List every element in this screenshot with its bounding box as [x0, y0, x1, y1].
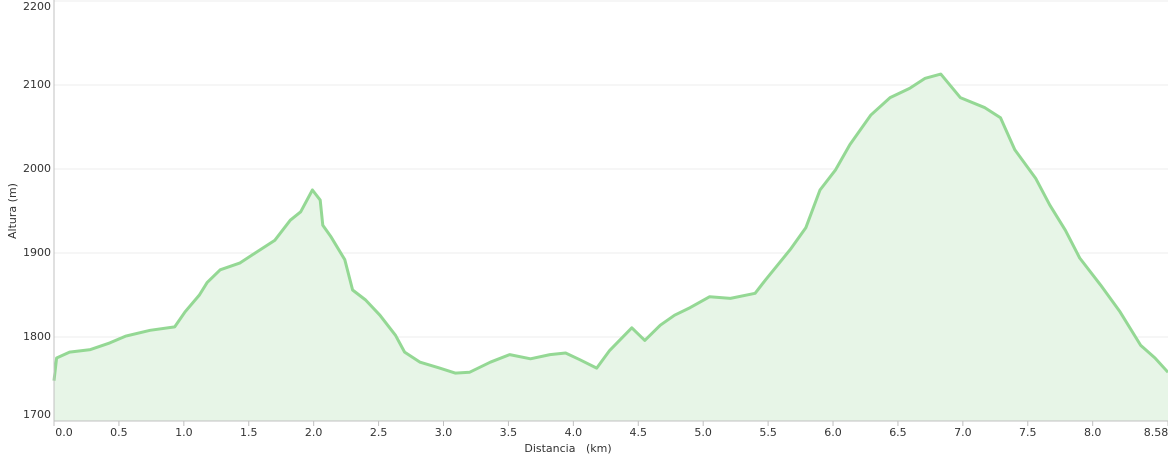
y-tick-label: 2100	[23, 78, 51, 91]
x-tick-label: 1.0	[175, 426, 193, 439]
x-tick-label: 4.5	[630, 426, 648, 439]
x-tick-label: 5.0	[694, 426, 712, 439]
y-tick-label: 1900	[23, 246, 51, 259]
y-tick-label: 1700	[23, 408, 51, 421]
x-tick-label: 5.5	[759, 426, 777, 439]
x-tick-label: 3.0	[435, 426, 453, 439]
area-fill	[54, 74, 1168, 421]
y-tick-label: 2000	[23, 162, 51, 175]
y-tick-label: 1800	[23, 330, 51, 343]
x-tick-label: 2.5	[370, 426, 388, 439]
x-tick-label: 1.5	[240, 426, 258, 439]
x-tick-label: 6.5	[889, 426, 907, 439]
x-tick-label: 2.0	[305, 426, 323, 439]
y-axis-title: Altura (m)	[6, 183, 19, 239]
x-tick-label: 7.5	[1019, 426, 1037, 439]
x-tick-label: 8.58	[1144, 426, 1168, 439]
y-tick-label: 2200	[23, 0, 51, 13]
x-tick-label: 0.5	[110, 426, 128, 439]
elevation-line	[52, 72, 1168, 381]
x-tick-label: 3.5	[500, 426, 518, 439]
x-tick-label: 0.0	[55, 426, 73, 439]
x-tick-label: 7.0	[954, 426, 972, 439]
x-axis-title: Distancia (km)	[524, 442, 611, 455]
x-tick-label: 4.0	[565, 426, 583, 439]
x-tick-label: 6.0	[824, 426, 842, 439]
x-tick-label: 8.0	[1084, 426, 1102, 439]
